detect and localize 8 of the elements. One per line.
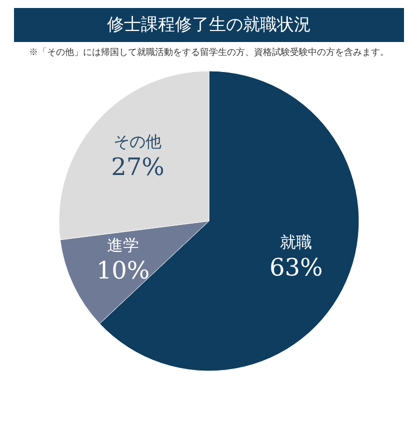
data-label: 27%: [111, 153, 164, 182]
slice-label: 就職: [280, 232, 312, 252]
slice-label: 進学: [107, 235, 140, 254]
data-label: 10%: [96, 256, 150, 284]
chart-subtitle: ※「その他」には帰国して就職活動をする留学生の方、資格試験受験中の方を含みます。: [29, 47, 389, 58]
slice-label: その他: [114, 132, 162, 152]
chart-title: 修士課程修了生の就職状況: [107, 15, 311, 35]
data-label: 63%: [270, 254, 323, 282]
